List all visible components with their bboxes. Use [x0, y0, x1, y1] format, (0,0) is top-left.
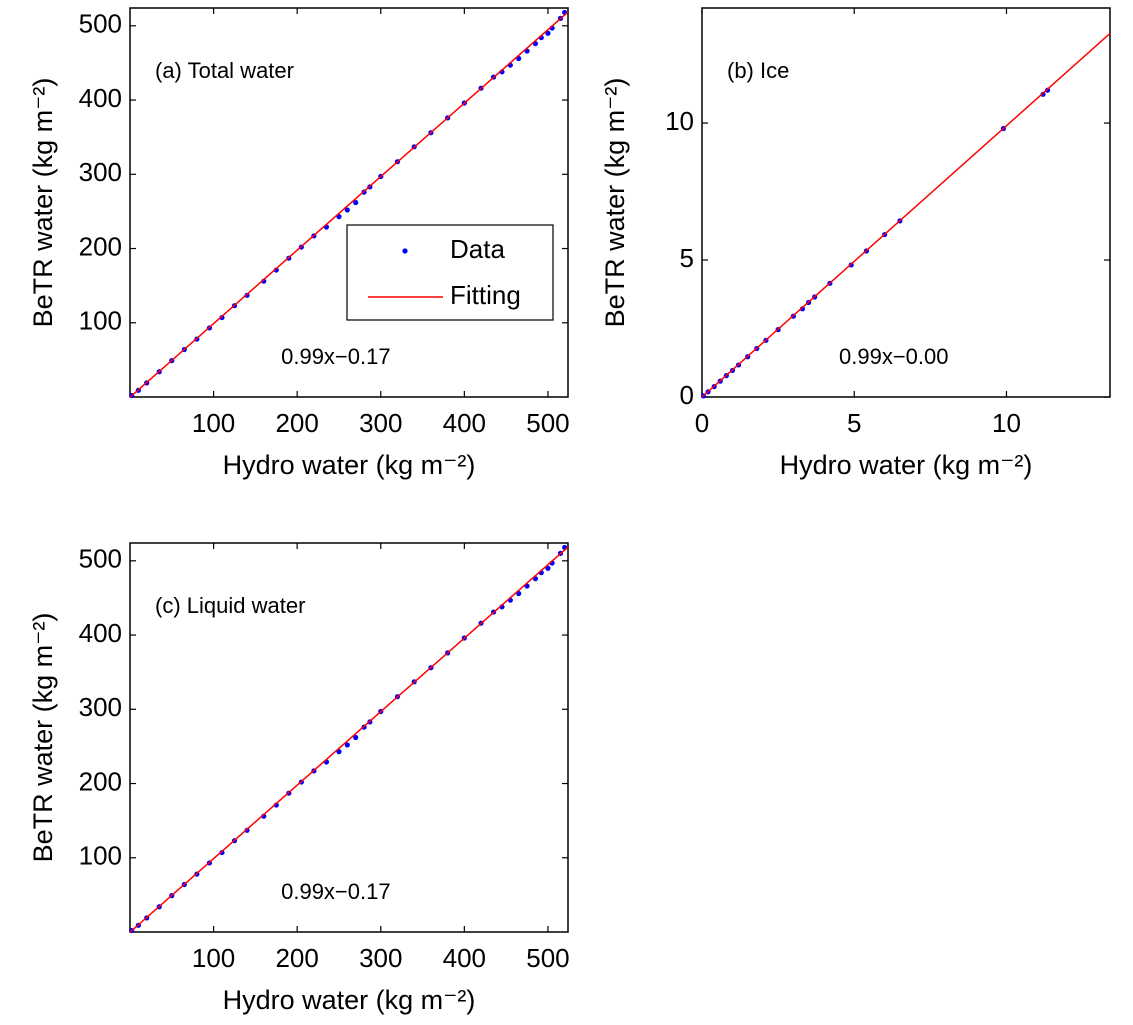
x-tick-label: 100	[192, 408, 235, 438]
data-point	[219, 314, 225, 321]
y-tick-label: 5	[680, 243, 694, 273]
fit-line	[701, 32, 1111, 398]
panel-title: (c) Liquid water	[155, 593, 305, 618]
data-point	[344, 207, 350, 213]
y-tick-label: 300	[79, 692, 122, 722]
fit-line	[129, 546, 569, 933]
x-tick-label: 300	[359, 408, 402, 438]
y-tick-label: 0	[680, 380, 694, 410]
y-tick-label: 300	[79, 157, 122, 187]
x-tick-label: 200	[275, 943, 318, 973]
data-point	[353, 734, 359, 741]
plot-frame	[129, 542, 569, 933]
x-axis-label: Hydro water (kg m⁻²)	[223, 450, 476, 480]
y-tick-label: 500	[79, 9, 122, 39]
x-tick-label: 300	[359, 943, 402, 973]
legend-box	[346, 224, 554, 321]
fit-line	[129, 11, 569, 398]
fit-equation: 0.99x−0.00	[839, 344, 948, 369]
x-tick-label: 400	[443, 408, 486, 438]
x-tick-label: 100	[192, 943, 235, 973]
x-axis-label: Hydro water (kg m⁻²)	[223, 985, 476, 1015]
x-tick-label: 10	[992, 408, 1021, 438]
plot-frame	[701, 7, 1111, 398]
y-tick-label: 500	[79, 544, 122, 574]
data-point	[344, 742, 350, 748]
data-point	[545, 565, 551, 571]
plot-frame	[129, 7, 569, 398]
data-point	[353, 199, 359, 206]
y-tick-label: 200	[79, 766, 122, 796]
x-tick-label: 5	[847, 408, 861, 438]
y-axis-label: BeTR water (kg m⁻²)	[28, 613, 58, 863]
x-tick-label: 400	[443, 943, 486, 973]
panel-title: (a) Total water	[155, 58, 294, 83]
x-axis-label: Hydro water (kg m⁻²)	[780, 450, 1033, 480]
y-tick-label: 100	[79, 841, 122, 871]
y-tick-label: 200	[79, 231, 122, 261]
legend-marker	[402, 248, 408, 254]
x-tick-label: 200	[275, 408, 318, 438]
data-point	[545, 30, 551, 36]
y-tick-label: 400	[79, 83, 122, 113]
y-tick-label: 10	[665, 106, 694, 136]
y-tick-label: 100	[79, 306, 122, 336]
legend-label: Data	[450, 234, 505, 264]
data-point	[219, 849, 225, 856]
fit-equation: 0.99x−0.17	[281, 879, 390, 904]
y-axis-label: BeTR water (kg m⁻²)	[600, 78, 630, 328]
fit-equation: 0.99x−0.17	[281, 344, 390, 369]
x-tick-label: 500	[526, 408, 569, 438]
y-tick-label: 400	[79, 618, 122, 648]
y-axis-label: BeTR water (kg m⁻²)	[28, 78, 58, 328]
x-tick-label: 500	[526, 943, 569, 973]
data-point	[799, 306, 806, 312]
x-tick-label: 0	[695, 408, 709, 438]
panel-title: (b) Ice	[727, 58, 789, 83]
legend-label: Fitting	[450, 280, 521, 310]
